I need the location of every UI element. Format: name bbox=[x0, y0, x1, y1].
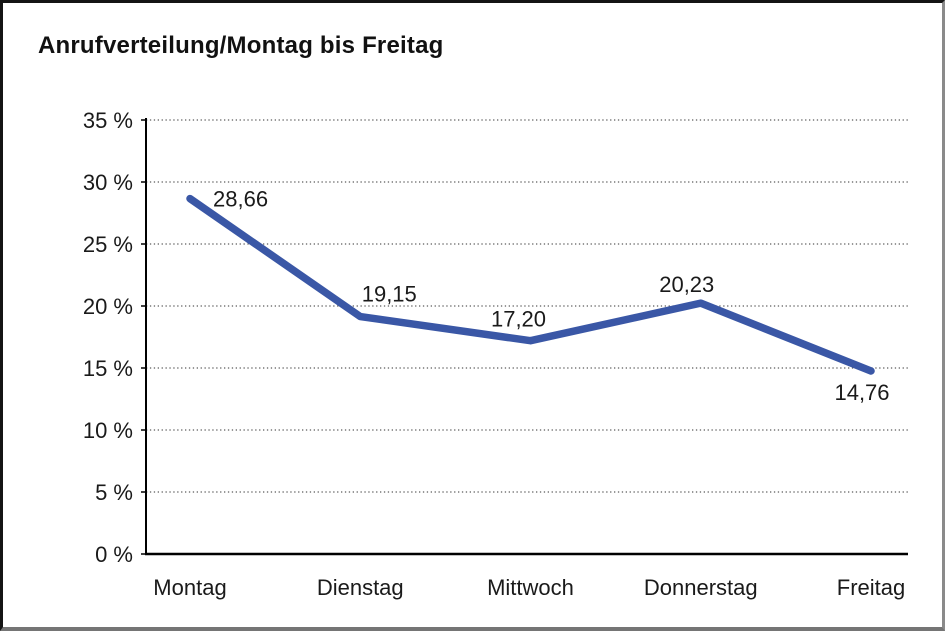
x-axis-category-label: Freitag bbox=[837, 575, 905, 600]
x-axis-category-label: Montag bbox=[153, 575, 226, 600]
x-axis-category-label: Mittwoch bbox=[487, 575, 574, 600]
y-axis-tick-label: 0 % bbox=[95, 542, 133, 567]
data-point-label: 20,23 bbox=[659, 272, 714, 297]
chart-title: Anrufverteilung/Montag bis Freitag bbox=[38, 32, 444, 59]
y-axis-tick-label: 5 % bbox=[95, 480, 133, 505]
data-point-label: 19,15 bbox=[362, 282, 417, 307]
y-axis-tick-label: 35 % bbox=[83, 108, 133, 133]
data-point-label: 17,20 bbox=[491, 307, 546, 332]
data-point-label: 28,66 bbox=[213, 187, 268, 212]
y-axis-tick-label: 25 % bbox=[83, 232, 133, 257]
call-distribution-line-chart: 0 % 5 % 10 % 15 % 20 % 25 % 30 % 35 % 28,66 19,15… bbox=[83, 108, 908, 600]
x-axis-category-label: Donnerstag bbox=[644, 575, 758, 600]
y-axis-tick-label: 20 % bbox=[83, 294, 133, 319]
x-axis-category-label: Dienstag bbox=[317, 575, 404, 600]
y-axis-tick-label: 30 % bbox=[83, 170, 133, 195]
y-axis-tick-label: 10 % bbox=[83, 418, 133, 443]
data-point-label: 14,76 bbox=[834, 380, 889, 405]
data-line bbox=[186, 194, 875, 375]
y-axis-tick-label: 15 % bbox=[83, 356, 133, 381]
